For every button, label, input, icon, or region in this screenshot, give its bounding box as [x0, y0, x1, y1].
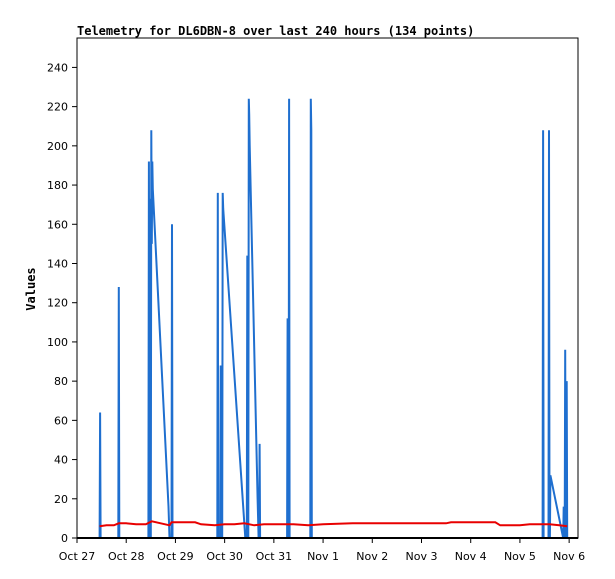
y-tick-label: 60	[54, 414, 68, 427]
x-axis: Oct 27 Oct 28 Oct 29 Oct 30 Oct 31 Nov 1 Nov 2…	[59, 538, 585, 563]
x-tick-label: Nov 2	[356, 550, 388, 563]
y-tick-label: 180	[47, 179, 68, 192]
series-line-1	[98, 98, 569, 539]
y-tick-label: 100	[47, 336, 68, 349]
x-tick-label: Nov 3	[406, 550, 438, 563]
series-line-2	[99, 520, 568, 528]
y-tick-label: 80	[54, 375, 68, 388]
y-tick-label: 220	[47, 101, 68, 114]
x-tick-label: Nov 1	[307, 550, 339, 563]
chart-title: Telemetry for DL6DBN-8 over last 240 hou…	[77, 24, 474, 38]
x-tick-label: Nov 5	[504, 550, 536, 563]
y-axis: 0 20 40 60 80 100 120 140 160 180 200 220 240	[47, 61, 77, 545]
y-tick-label: 140	[47, 257, 68, 270]
x-tick-label: Oct 27	[59, 550, 96, 563]
x-tick-label: Nov 4	[455, 550, 487, 563]
x-tick-label: Oct 28	[108, 550, 145, 563]
series-layer	[98, 98, 569, 539]
y-tick-label: 160	[47, 218, 68, 231]
plot-area	[76, 37, 579, 539]
x-tick-label: Oct 30	[206, 550, 243, 563]
y-tick-label: 240	[47, 61, 68, 74]
x-tick-label: Nov 6	[553, 550, 585, 563]
y-tick-label: 200	[47, 140, 68, 153]
y-tick-label: 120	[47, 297, 68, 310]
x-tick-label: Oct 31	[256, 550, 293, 563]
y-tick-label: 0	[61, 532, 68, 545]
y-tick-label: 40	[54, 454, 68, 467]
x-tick-label: Oct 29	[157, 550, 194, 563]
y-axis-label: Values	[24, 267, 38, 310]
y-tick-label: 20	[54, 493, 68, 506]
